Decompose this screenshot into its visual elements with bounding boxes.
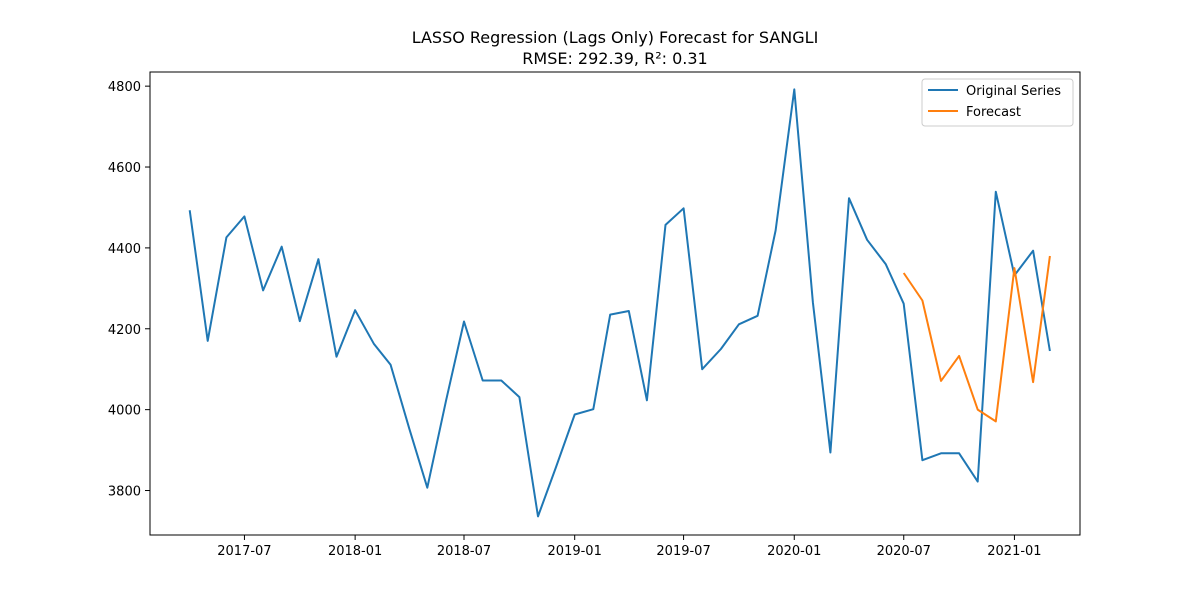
x-tick-label: 2018-01 [328,544,382,559]
y-tick-label: 3800 [108,485,141,500]
legend-label-original-series: Original Series [966,84,1061,99]
series-line-forecast [902,255,1051,423]
x-tick-label: 2020-07 [877,544,931,559]
chart-title: LASSO Regression (Lags Only) Forecast fo… [412,28,819,47]
x-tick-label: 2018-07 [437,544,491,559]
y-tick-label: 4600 [108,161,141,176]
y-tick-label: 4400 [108,242,141,257]
y-tick-label: 4800 [108,80,141,95]
chart-subtitle: RMSE: 292.39, R²: 0.31 [522,49,707,68]
y-tick-label: 4000 [108,404,141,419]
x-tick-label: 2019-01 [548,544,602,559]
plot-frame [149,71,1081,536]
series-line-original-series [188,88,1051,518]
legend-box [921,78,1074,127]
y-tick-label: 4200 [108,323,141,338]
x-tick-label: 2021-01 [987,544,1041,559]
x-tick-label: 2019-07 [656,544,710,559]
x-tick-label: 2017-07 [217,544,271,559]
legend: Original Series Forecast [921,78,1074,127]
plot-area: 2017-07 2018-01 2018-07 2019-01 2019-07 2020-… [108,71,1081,559]
legend-label-forecast: Forecast [966,105,1021,120]
x-tick-label: 2020-01 [767,544,821,559]
